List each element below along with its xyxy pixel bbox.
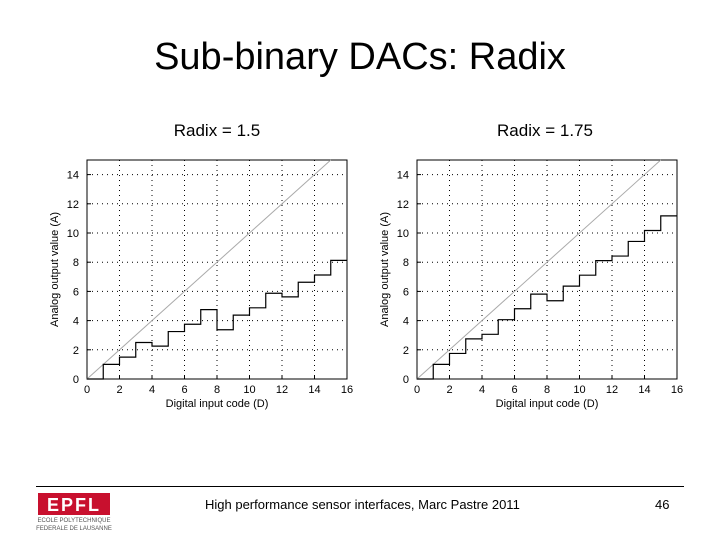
y-tick-label: 0 [403,374,409,386]
y-tick-label: 12 [397,199,409,211]
y-tick-label: 10 [67,228,79,240]
ideal-transfer-line [416,159,662,380]
x-tick-label: 16 [671,384,683,396]
chart-title-radix-1-5: Radix = 1.5 [173,121,261,140]
x-tick-label: 12 [276,384,288,396]
x-tick-label: 16 [341,384,353,396]
epfl-logo: EPFL ECOLE POLYTECHNIQUE FEDERALE DE LAU… [36,493,112,532]
y-axis-label: Analog output value (A) [379,212,391,327]
plot-frame [416,159,678,380]
dac-step-series [417,215,677,380]
chart-radix-1-75: 0 2 4 6 8 10 12 14 16 0 2 4 6 8 10 12 14 Digital input co… [379,159,683,410]
y-tick-label: 6 [73,286,79,298]
y-tick-label: 2 [403,345,409,357]
x-tick-label: 6 [181,384,187,396]
x-tick-label: 10 [243,384,255,396]
epfl-logo-line-1: ECOLE POLYTECHNIQUE [38,518,111,524]
y-tick-label: 8 [73,257,79,269]
x-tick-label: 14 [308,384,320,396]
footer-divider [36,486,684,487]
y-tick-label: 12 [67,199,79,211]
x-tick-label: 4 [479,384,485,396]
y-tick-label: 6 [403,286,409,298]
x-tick-label: 12 [606,384,618,396]
y-tick-label: 14 [397,170,409,182]
dac-step-series [87,259,347,380]
y-tick-label: 14 [67,170,79,182]
chart-radix-1-5: 0 2 4 6 8 10 12 14 16 0 2 4 6 8 10 12 14 Digital input co… [49,159,353,410]
x-tick-label: 6 [511,384,517,396]
x-tick-label: 4 [149,384,155,396]
footer-text: High performance sensor interfaces, Marc… [205,497,520,512]
y-tick-label: 2 [73,345,79,357]
y-axis-label: Analog output value (A) [49,212,61,327]
x-tick-label: 2 [116,384,122,396]
y-tick-label: 10 [397,228,409,240]
x-axis-label: Digital input code (D) [166,398,269,410]
x-tick-label: 14 [638,384,650,396]
plot-frame [86,159,348,380]
epfl-logo-wordmark: EPFL [47,495,101,515]
chart-title-radix-1-75: Radix = 1.75 [497,121,593,140]
x-tick-label: 2 [446,384,452,396]
x-tick-label: 8 [214,384,220,396]
x-axis-label: Digital input code (D) [496,398,599,410]
y-tick-label: 4 [73,316,79,328]
x-tick-label: 0 [414,384,420,396]
y-tick-label: 0 [73,374,79,386]
page-number: 46 [655,497,670,512]
ideal-transfer-line [86,159,332,380]
x-tick-label: 8 [544,384,550,396]
epfl-logo-block [38,493,110,515]
y-tick-label: 4 [403,316,409,328]
x-tick-label: 0 [84,384,90,396]
slide-title: Sub-binary DACs: Radix [154,36,566,78]
epfl-logo-line-2: FEDERALE DE LAUSANNE [36,526,112,532]
y-tick-label: 8 [403,257,409,269]
x-tick-label: 10 [573,384,585,396]
